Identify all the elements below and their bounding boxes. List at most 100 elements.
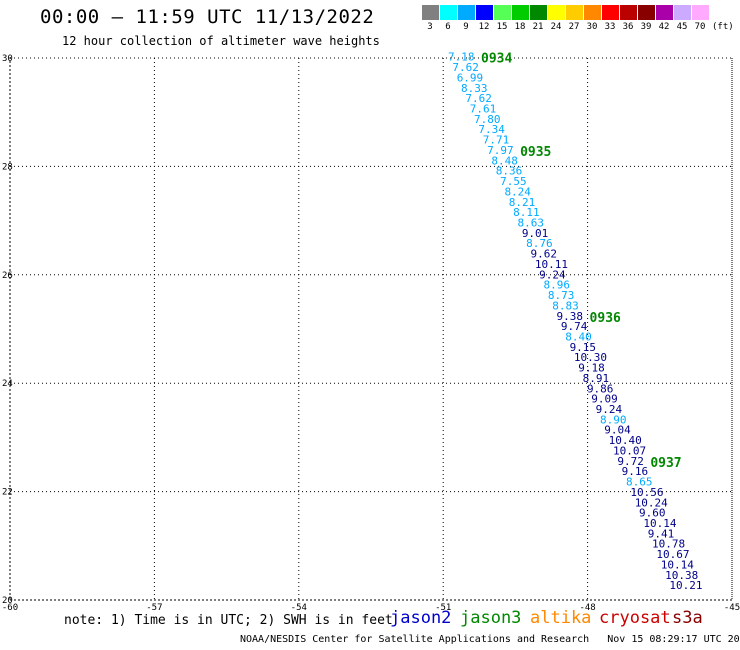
swh-value: 9.15: [570, 341, 597, 354]
satellite-legend-altika: altika: [530, 608, 592, 628]
swh-value: 9.72: [617, 455, 644, 468]
swh-value: 9.16: [622, 465, 649, 478]
swh-value: 10.40: [609, 434, 642, 447]
swh-value: 8.33: [461, 82, 488, 95]
swh-value: 10.14: [643, 517, 676, 530]
color-scale-label: 3: [427, 22, 433, 32]
satellite-legend-cryosat: cryosat: [599, 608, 671, 628]
color-scale-label: 24: [550, 22, 562, 32]
longitude-tick-label: -45: [724, 603, 740, 613]
credits-footer: NOAA/NESDIS Center for Satellite Applica…: [240, 634, 740, 645]
swh-value: 9.24: [539, 268, 566, 281]
map-subtitle: 12 hour collection of altimeter wave hei…: [62, 34, 380, 48]
longitude-tick-label: -54: [291, 603, 307, 613]
satellite-legend-jason2: jason2: [390, 608, 452, 628]
longitude-tick-label: -57: [146, 603, 162, 613]
longitude-tick-label: -51: [435, 603, 451, 613]
swh-value: 8.24: [504, 185, 531, 198]
color-swatch-27: [566, 5, 584, 20]
color-swatch-3: [422, 5, 440, 20]
color-swatch-9: [458, 5, 476, 20]
color-scale-label: 18: [514, 22, 526, 32]
color-swatch-70: [692, 5, 710, 20]
color-scale-label: 6: [445, 22, 451, 32]
swh-value: 9.04: [604, 424, 631, 437]
color-scale-label: 33: [604, 22, 616, 32]
color-swatch-33: [602, 5, 620, 20]
swh-value: 8.73: [548, 289, 575, 302]
swh-value: 8.96: [544, 279, 571, 292]
swh-value: 8.40: [565, 330, 592, 343]
swh-value: 8.11: [513, 206, 540, 219]
color-swatch-36: [620, 5, 638, 20]
swh-value: 8.63: [517, 216, 544, 229]
time-label: 0937: [650, 456, 681, 471]
color-swatch-42: [656, 5, 674, 20]
swh-value: 10.56: [630, 486, 663, 499]
color-swatch-15: [494, 5, 512, 20]
time-label: 0934: [481, 52, 512, 67]
swh-value: 10.14: [661, 558, 694, 571]
swh-value: 8.90: [600, 413, 627, 426]
swh-value: 9.62: [531, 248, 558, 261]
color-scale-label: 27: [568, 22, 580, 32]
color-swatch-39: [638, 5, 656, 20]
color-scale-label: 39: [640, 22, 652, 32]
swh-value: 8.48: [491, 154, 518, 167]
color-swatch-21: [530, 5, 548, 20]
latitude-tick-label: 28: [2, 162, 13, 172]
latitude-tick-label: 30: [2, 54, 13, 64]
swh-value: 10.11: [535, 258, 568, 271]
swh-value: 8.83: [552, 299, 579, 312]
color-swatch-24: [548, 5, 566, 20]
color-swatch-18: [512, 5, 530, 20]
map-frame: [9, 57, 733, 601]
swh-value: 10.07: [613, 444, 646, 457]
color-scale-label: 70: [694, 22, 706, 32]
swh-value: 9.60: [639, 507, 666, 520]
swh-value: 9.41: [648, 527, 675, 540]
swh-value: 7.97: [487, 144, 514, 157]
color-scale-label: 15: [496, 22, 508, 32]
swh-value: 7.55: [500, 175, 527, 188]
color-scale-label: 36: [622, 22, 634, 32]
swh-value: 7.18: [448, 51, 475, 64]
color-swatch-12: [476, 5, 494, 20]
swh-value: 10.38: [665, 569, 698, 582]
map-note: note: 1) Time is in UTC; 2) SWH is in fe…: [64, 613, 393, 628]
swh-value: 9.18: [578, 362, 605, 375]
swh-value: 7.34: [478, 123, 505, 136]
time-label: 0935: [520, 145, 551, 160]
color-scale-label: 12: [478, 22, 490, 32]
swh-value: 9.74: [561, 320, 588, 333]
color-scale-label: 42: [658, 22, 670, 32]
swh-value: 10.21: [669, 579, 702, 592]
time-label: 0936: [590, 311, 621, 326]
color-swatch-45: [674, 5, 692, 20]
swh-value: 9.09: [591, 393, 618, 406]
color-scale-label: 30: [586, 22, 598, 32]
swh-value: 8.21: [509, 196, 536, 209]
satellite-legend-jason3: jason3: [460, 608, 522, 628]
swh-value: 8.91: [583, 372, 610, 385]
swh-value: 10.30: [574, 351, 607, 364]
color-scale-label: 21: [532, 22, 544, 32]
swh-value: 7.62: [465, 92, 492, 105]
swh-value: 8.76: [526, 237, 553, 250]
swh-value: 10.24: [635, 496, 668, 509]
longitude-tick-label: -60: [2, 603, 18, 613]
color-swatch-6: [440, 5, 458, 20]
swh-value: 9.01: [522, 227, 549, 240]
swh-value: 10.78: [652, 538, 685, 551]
latitude-tick-label: 24: [2, 379, 13, 389]
swh-value: 7.62: [452, 61, 479, 74]
latitude-tick-label: 26: [2, 271, 13, 281]
longitude-tick-label: -48: [579, 603, 595, 613]
swh-value: 9.24: [596, 403, 623, 416]
swh-value: 7.61: [470, 103, 497, 116]
satellite-legend-s3a: s3a: [672, 608, 703, 628]
color-swatch-30: [584, 5, 602, 20]
swh-value: 9.86: [587, 382, 614, 395]
color-scale-label: 9: [463, 22, 469, 32]
